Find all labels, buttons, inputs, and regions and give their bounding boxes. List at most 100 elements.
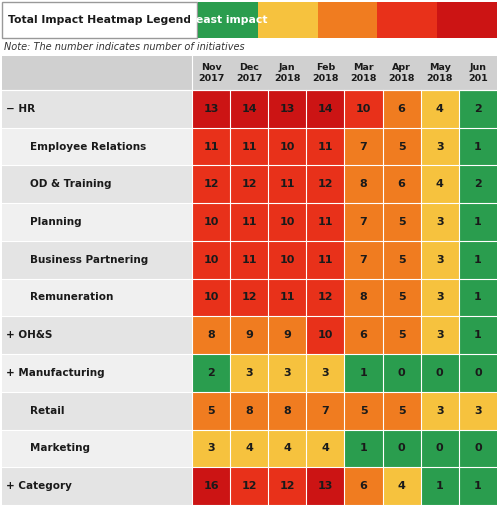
- Text: 1: 1: [474, 293, 482, 303]
- Text: 5: 5: [398, 406, 406, 416]
- Text: 0: 0: [436, 368, 444, 378]
- Text: 4: 4: [245, 444, 253, 453]
- Text: 5: 5: [360, 406, 367, 416]
- Bar: [2, 279, 192, 316]
- Bar: [192, 90, 230, 128]
- Text: 3: 3: [436, 330, 444, 340]
- Text: 0: 0: [398, 444, 406, 453]
- Bar: [230, 392, 268, 429]
- Bar: [344, 316, 383, 354]
- Text: 2: 2: [207, 368, 215, 378]
- Bar: [459, 241, 497, 279]
- Text: 9: 9: [283, 330, 291, 340]
- Text: 12: 12: [242, 481, 257, 491]
- Bar: [383, 354, 421, 392]
- Bar: [421, 165, 459, 203]
- Bar: [421, 241, 459, 279]
- Bar: [383, 165, 421, 203]
- Text: 4: 4: [436, 179, 444, 189]
- Text: 7: 7: [360, 141, 367, 152]
- Text: OD & Training: OD & Training: [30, 179, 111, 189]
- Text: 3: 3: [436, 217, 444, 227]
- Bar: [306, 429, 344, 467]
- Bar: [421, 429, 459, 467]
- Bar: [2, 128, 192, 165]
- Text: 10: 10: [356, 104, 371, 114]
- Bar: [192, 165, 230, 203]
- Bar: [344, 128, 383, 165]
- Bar: [344, 392, 383, 429]
- Bar: [459, 467, 497, 505]
- Text: Total Impact Heatmap Legend: Total Impact Heatmap Legend: [8, 15, 191, 25]
- Text: Mar
2018: Mar 2018: [350, 63, 377, 83]
- Bar: [2, 429, 192, 467]
- Text: 10: 10: [204, 293, 219, 303]
- Text: 3: 3: [207, 444, 215, 453]
- Bar: [230, 316, 268, 354]
- Text: 3: 3: [246, 368, 253, 378]
- Text: 3: 3: [436, 406, 444, 416]
- Bar: [268, 429, 306, 467]
- Bar: [459, 203, 497, 241]
- Text: Feb
2018: Feb 2018: [312, 63, 339, 83]
- Text: 13: 13: [318, 481, 333, 491]
- Bar: [421, 279, 459, 316]
- Text: 11: 11: [318, 217, 333, 227]
- Text: Nov
2017: Nov 2017: [198, 63, 224, 83]
- Bar: [230, 241, 268, 279]
- Bar: [192, 354, 230, 392]
- Bar: [421, 316, 459, 354]
- Text: 6: 6: [360, 330, 367, 340]
- Text: Retail: Retail: [30, 406, 64, 416]
- Bar: [268, 203, 306, 241]
- Bar: [268, 241, 306, 279]
- Bar: [2, 467, 192, 505]
- Bar: [459, 316, 497, 354]
- Text: 5: 5: [398, 255, 406, 265]
- Text: 1: 1: [360, 368, 367, 378]
- Bar: [421, 354, 459, 392]
- Bar: [377, 2, 437, 38]
- Text: 5: 5: [398, 217, 406, 227]
- Bar: [383, 90, 421, 128]
- Bar: [306, 316, 344, 354]
- Bar: [421, 392, 459, 429]
- Bar: [437, 2, 497, 38]
- Bar: [344, 467, 383, 505]
- Text: 5: 5: [398, 293, 406, 303]
- Bar: [344, 241, 383, 279]
- Text: 7: 7: [321, 406, 329, 416]
- Text: Remuneration: Remuneration: [30, 293, 113, 303]
- Text: 3: 3: [436, 293, 444, 303]
- Bar: [192, 128, 230, 165]
- Text: 1: 1: [436, 481, 444, 491]
- Text: 11: 11: [318, 255, 333, 265]
- Text: 13: 13: [204, 104, 219, 114]
- Bar: [306, 467, 344, 505]
- Bar: [192, 467, 230, 505]
- Bar: [306, 279, 344, 316]
- Bar: [2, 56, 497, 90]
- Text: 8: 8: [207, 330, 215, 340]
- Text: 11: 11: [318, 141, 333, 152]
- Bar: [306, 90, 344, 128]
- Text: 6: 6: [398, 179, 406, 189]
- Bar: [421, 467, 459, 505]
- Text: 6: 6: [398, 104, 406, 114]
- Text: Marketing: Marketing: [30, 444, 90, 453]
- Text: May
2018: May 2018: [427, 63, 453, 83]
- Text: 3: 3: [283, 368, 291, 378]
- Text: 0: 0: [398, 368, 406, 378]
- Text: 1: 1: [474, 217, 482, 227]
- Text: Jun
201: Jun 201: [468, 63, 488, 83]
- Text: 0: 0: [436, 444, 444, 453]
- Text: 12: 12: [242, 179, 257, 189]
- Text: 11: 11: [242, 255, 257, 265]
- Text: 3: 3: [436, 141, 444, 152]
- Text: 1: 1: [360, 444, 367, 453]
- Bar: [383, 241, 421, 279]
- Bar: [383, 467, 421, 505]
- Bar: [198, 2, 258, 38]
- Bar: [230, 429, 268, 467]
- Bar: [192, 241, 230, 279]
